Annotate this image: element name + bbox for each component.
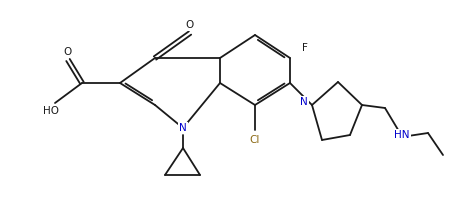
Text: O: O (186, 20, 194, 30)
Text: O: O (64, 47, 72, 57)
Text: N: N (300, 97, 308, 107)
Text: HO: HO (43, 106, 59, 116)
Text: F: F (302, 43, 308, 53)
Text: Cl: Cl (250, 135, 260, 145)
Text: HN: HN (394, 130, 410, 140)
Text: N: N (179, 123, 187, 133)
